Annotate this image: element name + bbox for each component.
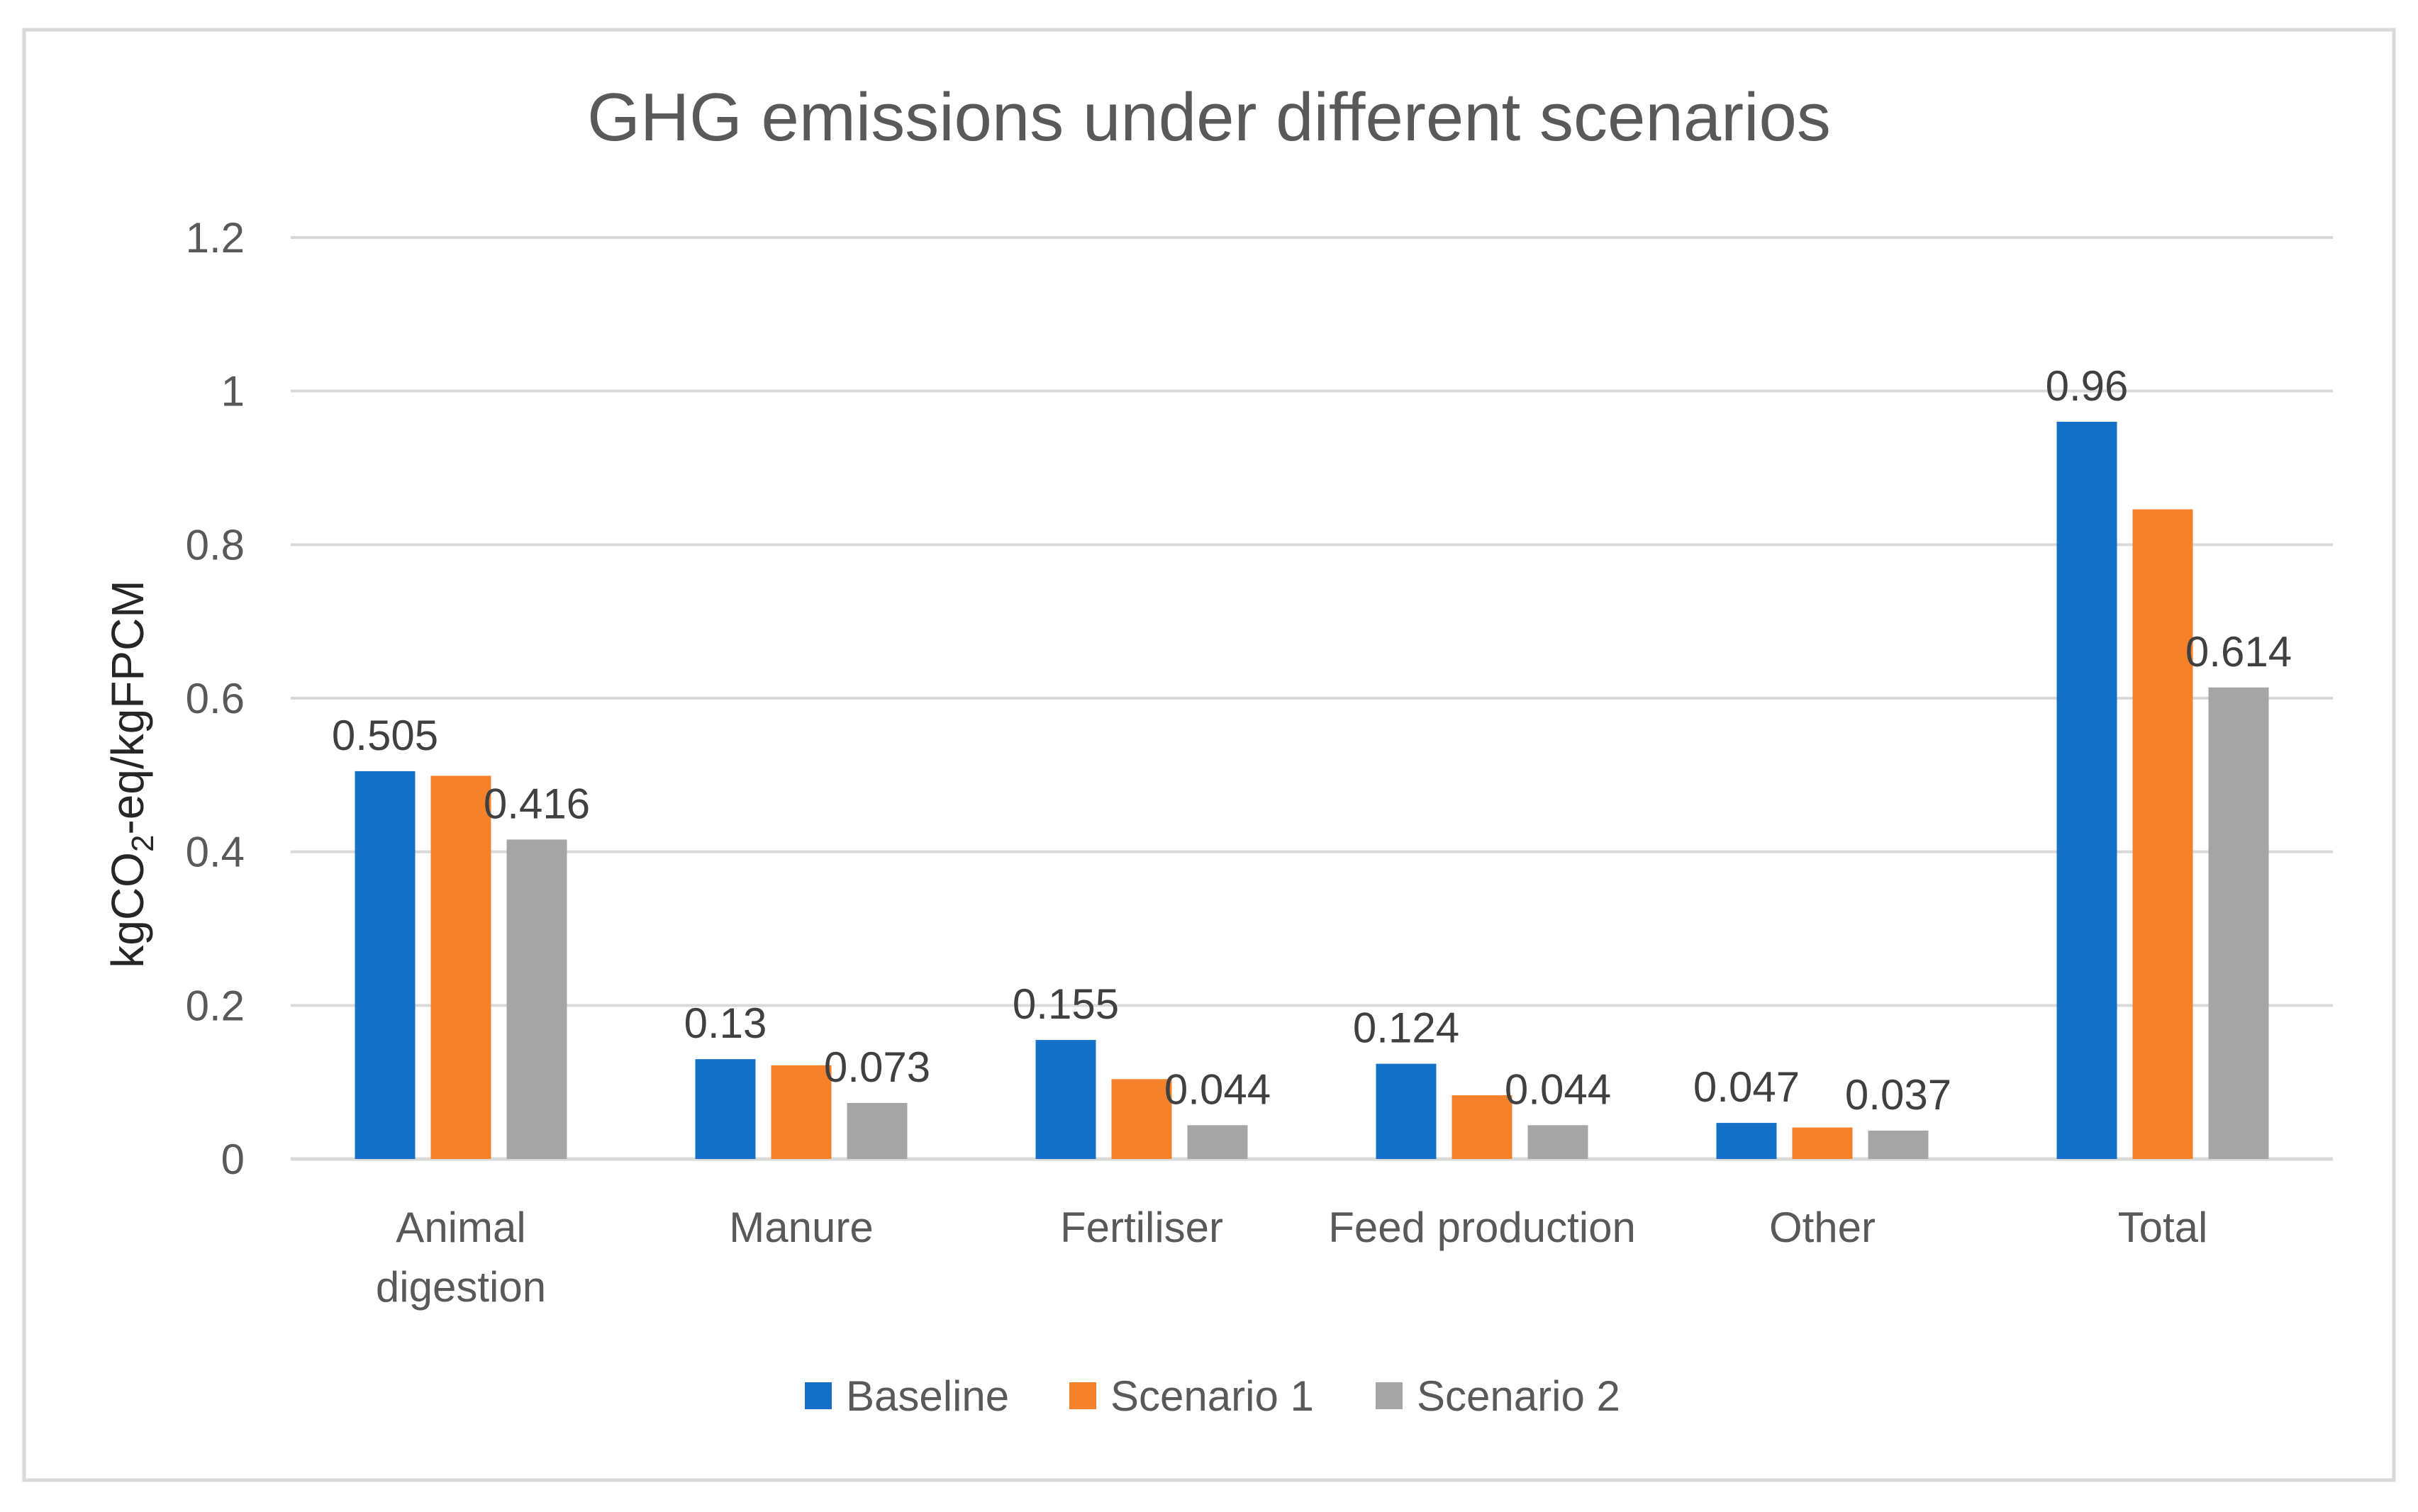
legend-swatch xyxy=(1069,1382,1096,1409)
y-tick-label: 1 xyxy=(221,368,245,415)
bar-scenario-2 xyxy=(506,839,567,1159)
category-label: Animal xyxy=(396,1204,525,1251)
bar-baseline xyxy=(355,771,416,1159)
bar-scenario-1 xyxy=(1792,1127,1853,1159)
legend-swatch xyxy=(1376,1382,1403,1409)
category-label: Feed production xyxy=(1328,1204,1636,1251)
data-label: 0.13 xyxy=(684,999,767,1047)
data-label: 0.073 xyxy=(824,1043,930,1091)
bar-scenario-2 xyxy=(2208,687,2269,1159)
category-label: digestion xyxy=(376,1263,546,1311)
y-tick-label: 0.8 xyxy=(186,521,245,569)
data-label: 0.416 xyxy=(484,780,590,827)
legend-label: Scenario 2 xyxy=(1417,1372,1620,1420)
legend-label: Baseline xyxy=(846,1372,1009,1420)
category-label: Total xyxy=(2118,1204,2208,1251)
data-label: 0.044 xyxy=(1505,1065,1611,1113)
bars xyxy=(355,422,2269,1159)
y-axis-label-suffix: -eq/kgFPCM xyxy=(102,580,153,834)
bar-scenario-2 xyxy=(1527,1125,1588,1159)
bar-scenario-1 xyxy=(1111,1079,1172,1159)
data-label: 0.155 xyxy=(1013,980,1119,1028)
data-labels: 0.505 0.13 0.155 0.124 0.047 0.96 0.416 0.073 0.… xyxy=(332,362,2292,1119)
legend-label: Scenario 1 xyxy=(1110,1372,1314,1420)
y-tick-label: 0.4 xyxy=(186,829,245,876)
bar-baseline xyxy=(1376,1063,1437,1159)
bar-baseline xyxy=(1035,1040,1096,1159)
category-label: Fertiliser xyxy=(1060,1204,1223,1251)
chart-border xyxy=(22,28,2396,1482)
bar-scenario-2 xyxy=(847,1102,908,1159)
y-axis-ticks: 0 0.2 0.4 0.6 0.8 1 1.2 xyxy=(186,214,245,1183)
bar-baseline xyxy=(695,1059,756,1159)
y-axis-label-prefix: kgCO xyxy=(102,852,153,968)
y-tick-label: 0 xyxy=(221,1136,245,1183)
legend: Baseline Scenario 1 Scenario 2 xyxy=(805,1372,1620,1420)
bar-baseline xyxy=(2056,422,2117,1159)
bar-scenario-1 xyxy=(2132,509,2193,1159)
y-tick-label: 1.2 xyxy=(186,214,245,262)
y-axis-label: kgCO2-eq/kgFPCM xyxy=(102,580,160,968)
bar-scenario-2 xyxy=(1187,1125,1248,1159)
data-label: 0.614 xyxy=(2185,628,2292,676)
bar-scenario-1 xyxy=(1452,1095,1512,1159)
x-axis-categories: Animal digestion Manure Fertiliser Feed prod… xyxy=(376,1204,2207,1311)
data-label: 0.96 xyxy=(2046,362,2129,410)
legend-swatch xyxy=(805,1382,832,1409)
bar-scenario-1 xyxy=(771,1065,832,1159)
data-label: 0.044 xyxy=(1164,1065,1271,1113)
bar-scenario-2 xyxy=(1868,1130,1929,1159)
gridlines xyxy=(291,236,2333,1161)
y-tick-label: 0.2 xyxy=(186,982,245,1029)
data-label: 0.124 xyxy=(1353,1004,1459,1052)
bar-baseline xyxy=(1716,1123,1777,1159)
data-label: 0.037 xyxy=(1845,1071,1951,1119)
category-label: Manure xyxy=(729,1204,873,1251)
category-label: Other xyxy=(1769,1204,1876,1251)
chart-title: GHG emissions under different scenarios xyxy=(587,79,1831,155)
y-axis-label-subscript: 2 xyxy=(126,835,160,852)
data-label: 0.047 xyxy=(1693,1063,1800,1111)
y-tick-label: 0.6 xyxy=(186,675,245,722)
data-label: 0.505 xyxy=(332,712,438,759)
bar-scenario-1 xyxy=(430,775,491,1159)
